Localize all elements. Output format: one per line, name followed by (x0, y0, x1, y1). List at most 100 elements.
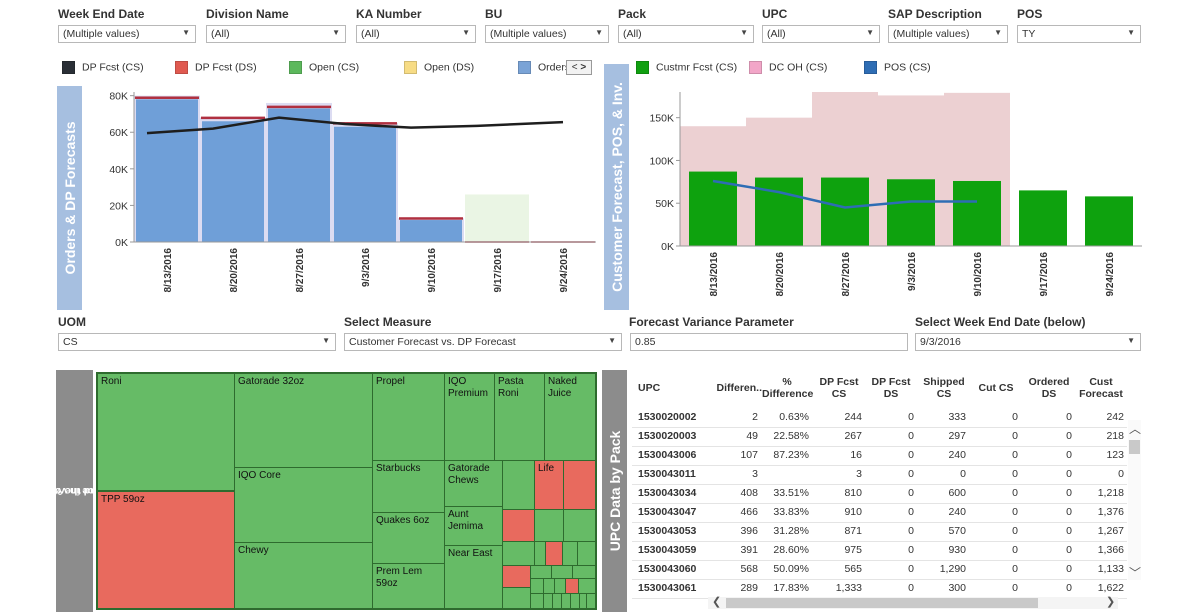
treemap-cell-small[interactable] (502, 460, 535, 510)
filter-upc[interactable]: (All) ▼ (762, 25, 880, 43)
orders-bar (202, 121, 264, 242)
treemap-cell-iqo-premium[interactable]: IQO Premium (444, 373, 495, 461)
table-header[interactable]: Shipped CS (923, 376, 965, 400)
uom-select[interactable]: CS ▼ (58, 333, 336, 351)
filter-week-end-date[interactable]: (Multiple values) ▼ (58, 25, 196, 43)
treemap-cell-propel[interactable]: Propel (372, 373, 445, 461)
table-cell: 0 (1066, 487, 1072, 499)
legend-item-dp-fcst-ds[interactable]: DP Fcst (DS) (175, 61, 257, 75)
table-cell: 1,366 (1097, 544, 1124, 556)
table-row-divider (632, 503, 1127, 504)
custmr-fcst-bar (821, 177, 869, 246)
legend-next-button[interactable]: > (580, 62, 587, 73)
legend-item-open-cs[interactable]: Open (CS) (289, 61, 359, 75)
legend-item-orders[interactable]: Orders (518, 61, 568, 75)
table-upc-cell[interactable]: 1530043034 (638, 487, 697, 499)
treemap-cell-small[interactable] (545, 541, 563, 566)
treemap-cell-near-east[interactable]: Near East (444, 545, 503, 609)
filter-bu[interactable]: (Multiple values) ▼ (485, 25, 609, 43)
treemap-cell-small[interactable] (572, 565, 596, 579)
treemap-cell-small[interactable] (586, 593, 596, 609)
table-upc-cell[interactable]: 1530043006 (638, 449, 697, 461)
x-tick-label: 9/17/2016 (493, 248, 504, 293)
table-cell: 0 (1066, 506, 1072, 518)
treemap-cell-small[interactable] (502, 587, 531, 609)
treemap-cell-naked-juice[interactable]: Naked Juice (544, 373, 596, 461)
table-vscroll[interactable]: ︿ ﹀ (1128, 420, 1141, 580)
scroll-up-icon[interactable]: ︿ (1129, 422, 1142, 436)
table-header[interactable]: % Difference (762, 376, 814, 400)
legend-item-open-ds[interactable]: Open (DS) (404, 61, 474, 75)
table-upc-cell[interactable]: 1530020003 (638, 430, 697, 442)
table-header[interactable]: Cut CS (978, 382, 1014, 394)
treemap-cell-chewy[interactable]: Chewy (234, 542, 373, 609)
table-header[interactable]: Cust Forecast (1079, 376, 1123, 400)
scroll-right-icon[interactable]: ❯ (1106, 596, 1116, 608)
treemap-cell-small[interactable] (530, 565, 552, 579)
variance-input[interactable]: 0.85 (630, 333, 908, 351)
filter-ka-number[interactable]: (All) ▼ (356, 25, 476, 43)
treemap-cell-small[interactable] (563, 460, 596, 510)
table-header[interactable]: DP Fcst CS (819, 376, 859, 400)
treemap-cell-small[interactable] (502, 565, 531, 588)
filter-label-pos: POS (1017, 7, 1043, 21)
table-upc-cell[interactable]: 1530043060 (638, 563, 697, 575)
legend-item-custmr-fcst[interactable]: Custmr Fcst (CS) (636, 61, 737, 75)
table-header[interactable]: UPC (638, 382, 661, 394)
treemap-cell-tpp-59oz[interactable]: TPP 59oz (97, 491, 235, 609)
treemap-cell-small[interactable] (578, 578, 596, 594)
scroll-left-icon[interactable]: ❮ (712, 596, 722, 608)
table-cell: 0 (1066, 430, 1072, 442)
table-upc-cell[interactable]: 1530020002 (638, 411, 697, 423)
scroll-down-icon[interactable]: ﹀ (1129, 566, 1142, 580)
treemap-cell-quakes-6oz[interactable]: Quakes 6oz (372, 512, 445, 564)
treemap-cell-gatorade-chews[interactable]: Gatorade Chews (444, 460, 503, 507)
table-upc-cell[interactable]: 1530043059 (638, 544, 697, 556)
treemap-cell-small[interactable] (530, 578, 544, 594)
table-upc-cell[interactable]: 1530043047 (638, 506, 697, 518)
treemap-cell-small[interactable] (563, 509, 596, 542)
table-cell: 0 (1066, 449, 1072, 461)
table-header[interactable]: Ordered DS (1028, 376, 1070, 400)
treemap-cell-pasta-roni[interactable]: Pasta Roni (494, 373, 545, 461)
treemap-cell-iqo-core[interactable]: IQO Core (234, 467, 373, 543)
table-cell: 0 (908, 582, 914, 594)
table-hscroll[interactable]: ❮ ❯ (708, 596, 1118, 609)
table-cell: 240 (948, 506, 966, 518)
treemap-cell-small[interactable] (562, 541, 578, 566)
filter-sap-description[interactable]: (Multiple values) ▼ (888, 25, 1008, 43)
treemap-cell-roni[interactable]: Roni (97, 373, 235, 491)
filter-pack[interactable]: (All) ▼ (618, 25, 754, 43)
treemap-cell-gatorade-32oz[interactable]: Gatorade 32oz (234, 373, 373, 468)
table-header[interactable]: Differen.. (716, 382, 762, 394)
scroll-thumb[interactable] (1129, 440, 1140, 454)
measure-select[interactable]: Customer Forecast vs. DP Forecast ▼ (344, 333, 622, 351)
treemap-cell-small[interactable] (502, 541, 535, 566)
x-tick-label: 9/3/2016 (361, 248, 372, 287)
treemap-cell-small[interactable] (565, 578, 579, 594)
table-upc-cell[interactable]: 1530043053 (638, 525, 697, 537)
legend-item-dc-oh[interactable]: DC OH (CS) (749, 61, 827, 75)
table-header[interactable]: DP Fcst DS (871, 376, 911, 400)
table-cell: 107 (740, 449, 758, 461)
treemap-cell-aunt-jemima[interactable]: Aunt Jemima (444, 506, 503, 546)
table-upc-cell[interactable]: 1530043061 (638, 582, 697, 594)
table-upc-cell[interactable]: 1530043011 (638, 468, 696, 480)
treemap-cell-small[interactable] (534, 509, 564, 542)
legend-item-pos[interactable]: POS (CS) (864, 61, 931, 75)
treemap-cell-small[interactable] (502, 509, 535, 542)
treemap-cell-small[interactable] (551, 565, 573, 579)
scroll-thumb[interactable] (726, 598, 1038, 608)
filter-division-name[interactable]: (All) ▼ (206, 25, 346, 43)
filter-pos[interactable]: TY ▼ (1017, 25, 1141, 43)
legend-label: Custmr Fcst (CS) (656, 61, 738, 74)
legend-item-dp-fcst-cs[interactable]: DP Fcst (CS) (62, 61, 144, 75)
treemap-cell-starbucks[interactable]: Starbucks (372, 460, 445, 513)
legend-prev-button[interactable]: < (571, 62, 578, 73)
table-cell: 0 (1066, 411, 1072, 423)
treemap-cell-small[interactable] (577, 541, 596, 566)
treemap-cell-prem-lem-59oz[interactable]: Prem Lem 59oz (372, 563, 445, 609)
week-select[interactable]: 9/3/2016 ▼ (915, 333, 1141, 351)
treemap-cell-small[interactable] (530, 593, 544, 609)
filter-label-division-name: Division Name (206, 7, 289, 21)
